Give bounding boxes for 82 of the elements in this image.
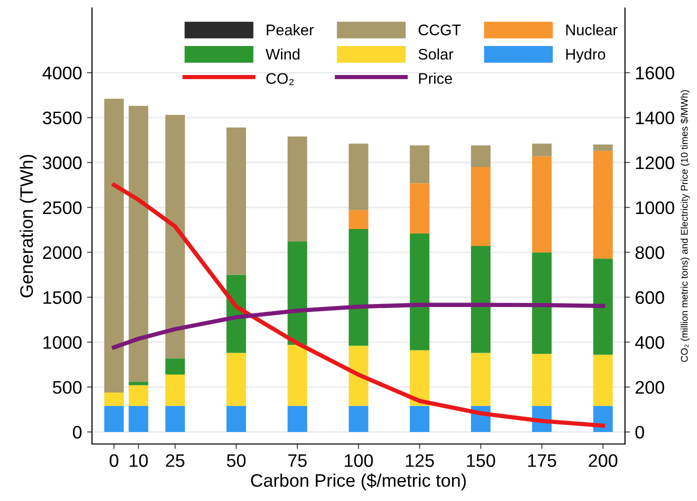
- bar: [593, 406, 613, 432]
- bar: [410, 145, 430, 184]
- bar: [104, 98, 124, 392]
- bar: [593, 354, 613, 406]
- legend-label: Hydro: [566, 48, 606, 63]
- bar: [410, 406, 430, 432]
- x-tick-label: 25: [166, 454, 184, 467]
- y-tick-label: 4000: [42, 66, 82, 80]
- bar: [165, 374, 185, 406]
- y2-tick-label: 1200: [636, 156, 674, 170]
- bar: [104, 406, 124, 432]
- bar: [593, 144, 613, 151]
- bar: [348, 144, 368, 210]
- y2-tick-label: 400: [635, 336, 664, 349]
- bar: [532, 354, 552, 406]
- y2-tick-label: 600: [636, 291, 664, 304]
- bar: [348, 406, 368, 432]
- x-tick-label: 75: [288, 454, 307, 467]
- legend-label: Wind: [266, 48, 300, 60]
- x-axis-title: Carbon Price ($/metric ton): [251, 473, 466, 490]
- bar: [593, 258, 613, 355]
- bar: [288, 344, 308, 406]
- legend-label: Nuclear: [566, 24, 618, 36]
- line-series: [112, 182, 606, 428]
- x-tick-label: 10: [130, 454, 148, 467]
- legend-label: Solar: [418, 48, 454, 60]
- bar: [532, 156, 552, 252]
- x-tick-label: 150: [467, 454, 496, 467]
- legend-label: Price: [419, 72, 452, 84]
- x-tick-label: 200: [588, 454, 618, 467]
- bar: [410, 183, 430, 234]
- bar: [348, 210, 368, 229]
- x-tick-label: 50: [226, 454, 246, 467]
- legend-label: Peaker: [266, 24, 314, 36]
- y2-tick-label: 1400: [636, 112, 674, 124]
- y-tick-label: 2000: [43, 246, 82, 260]
- bar: [470, 352, 491, 406]
- bar: [226, 406, 246, 432]
- y-tick-label: 1500: [43, 291, 82, 304]
- y2-tick-label: 1600: [636, 66, 674, 80]
- bar: [128, 406, 148, 432]
- y2-tick-label: 0: [635, 426, 644, 439]
- bar: [165, 114, 185, 358]
- x-tick-label: 0: [110, 454, 118, 467]
- y-axis-title: Generation (TWh): [20, 154, 37, 298]
- bar: [532, 144, 552, 156]
- bar: [410, 350, 430, 406]
- bar: [128, 106, 148, 382]
- x-tick-label: 100: [344, 454, 373, 467]
- y-tick-label: 500: [52, 380, 82, 394]
- bar: [470, 246, 491, 353]
- y2-tick-label: 800: [636, 246, 664, 260]
- bar: [288, 242, 308, 345]
- y-tick-label: 1000: [43, 336, 82, 349]
- y2-tick-label: 200: [636, 380, 664, 394]
- bar: [470, 166, 491, 246]
- y2-axis-title: CO₂ (million metric tons) and Electricity Price (10 times $/MWh): [680, 90, 690, 362]
- bar: [288, 406, 308, 432]
- bar: [288, 136, 308, 242]
- bar: [128, 385, 148, 406]
- y-tick-label: 0: [72, 426, 82, 439]
- bar: [226, 127, 246, 275]
- y-tick-label: 3500: [42, 112, 82, 124]
- x-tick-label: 125: [406, 454, 434, 467]
- legend-label: CO₂: [266, 73, 294, 86]
- bar: [410, 233, 430, 350]
- bar: [165, 406, 185, 432]
- bar: [226, 352, 246, 406]
- bar: [348, 228, 368, 346]
- bar: [470, 145, 491, 167]
- bar: [348, 346, 368, 406]
- y-tick-label: 2500: [43, 201, 82, 214]
- bar: [165, 358, 185, 374]
- y2-tick-label: 1000: [636, 201, 674, 214]
- bar: [128, 382, 148, 386]
- x-tick-label: 175: [528, 454, 556, 467]
- line-series: [112, 302, 606, 350]
- bar: [532, 252, 552, 354]
- legend-label: CCGT: [418, 24, 461, 36]
- bar: [593, 150, 613, 259]
- y-tick-label: 3000: [42, 156, 82, 170]
- bar: [104, 392, 124, 406]
